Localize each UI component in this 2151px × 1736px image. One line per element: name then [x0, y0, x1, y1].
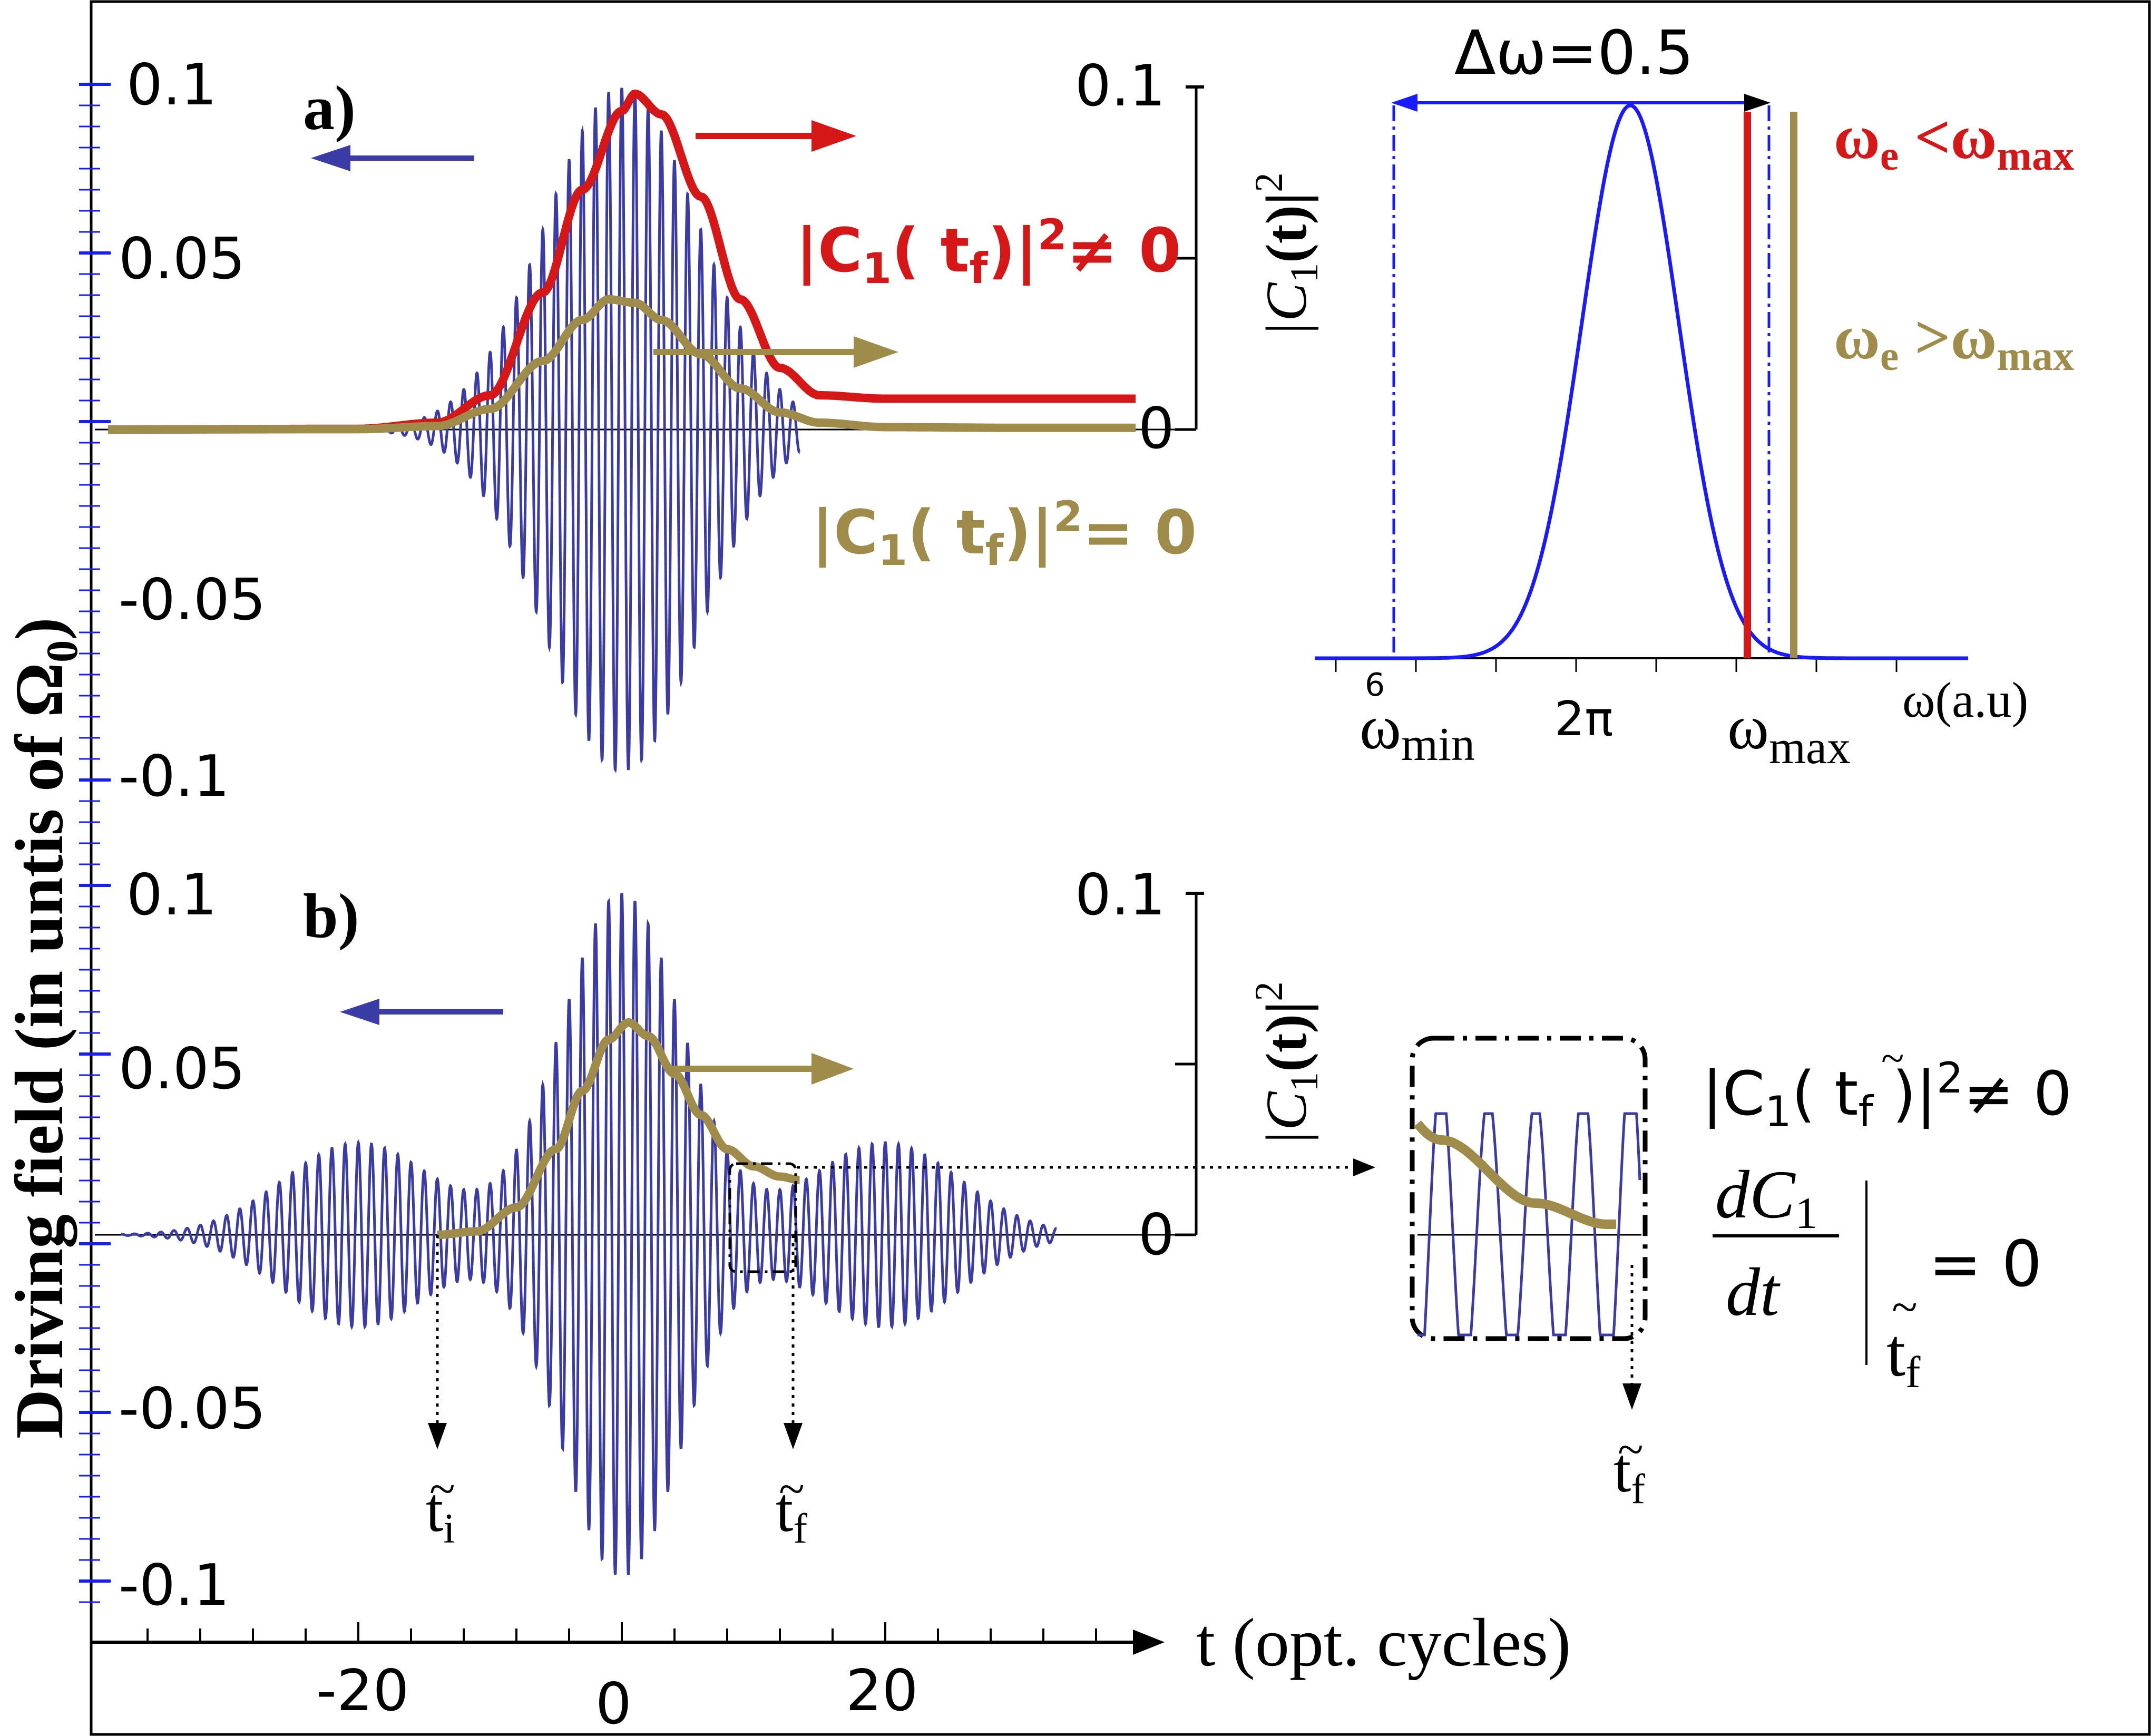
left-ytick-a-0p05: 0.05 — [119, 226, 245, 292]
panel-a-plot — [95, 87, 1196, 773]
panel-b-label: b) — [303, 881, 359, 951]
right-y-axis-b — [1175, 892, 1204, 1236]
zoom-inset: ~ tf — [1410, 1036, 1648, 1513]
right-y-label-b: |C1(t)|2 — [1247, 981, 1326, 1146]
panel-b-zoom-box — [728, 1162, 797, 1273]
derivative-denominator: dt — [1726, 1254, 1781, 1330]
left-ytick-b-0p05: 0.05 — [119, 1036, 245, 1102]
y-axis-label-text: Driving field (in untis of Ω — [2, 662, 77, 1439]
ti-label: ti — [426, 1475, 455, 1552]
panel-b-driving-field — [121, 892, 1057, 1575]
x-axis — [91, 1622, 1165, 1655]
derivative-equals: = 0 — [1929, 1228, 2042, 1301]
panel-b-arrows — [340, 999, 854, 1085]
inset-tf-tilde: ~ — [1618, 1423, 1644, 1476]
spectrum-inset — [1315, 94, 1968, 672]
left-y-minor-ticks — [79, 83, 111, 1603]
tf-tilde: ~ — [779, 1463, 805, 1515]
right-ytick-b-0p1: 0.1 — [1075, 862, 1166, 928]
panel-a-olive-population-curve — [108, 295, 1136, 434]
spectrum-curve — [1315, 103, 1968, 660]
delta-omega-right-head — [1744, 94, 1771, 112]
zoom-inset-field — [1417, 1112, 1641, 1337]
delta-omega-left-head — [1391, 94, 1417, 112]
derivative-at-tilde: ~ — [1892, 1281, 1918, 1333]
spectrum-tick-2pi: 2π — [1554, 691, 1613, 747]
tf-label: tf — [776, 1475, 807, 1552]
right-y-axis-a — [1175, 85, 1204, 431]
ti-tilde: ~ — [429, 1463, 455, 1515]
xtick-m20: -20 — [316, 1658, 409, 1724]
derivative-expression: dC1 dt = 0 ~ tf — [1713, 1157, 2042, 1397]
spectrum-tick-6: 6 — [1365, 667, 1385, 704]
derivative-at-label: tf — [1886, 1315, 1921, 1397]
derivative-numerator: dC1 — [1715, 1157, 1817, 1238]
inset-tf-label: tf — [1614, 1435, 1645, 1513]
omega-min-label: ωmin — [1360, 692, 1475, 771]
panel-b-olive-population-curve — [437, 1018, 800, 1239]
delta-omega-label: Δω=0.5 — [1454, 18, 1694, 89]
left-ytick-a-m0p05: -0.05 — [119, 567, 266, 633]
panel-a-label: a) — [303, 73, 356, 143]
right-y-label-a: |C1(t)|2 — [1247, 172, 1326, 337]
left-ytick-a-m0p1: -0.1 — [119, 744, 230, 810]
left-ytick-a-0p1: 0.1 — [126, 52, 217, 118]
panel-b-plot — [95, 892, 1196, 1575]
panel-a-arrows — [311, 120, 898, 368]
xtick-0: 0 — [595, 1671, 632, 1736]
right-ytick-a-0: 0 — [1138, 396, 1175, 462]
spectrum-x-label: ω(a.u) — [1902, 672, 2028, 728]
legend-omega-e-olive: ωe >ωmax — [1834, 302, 2074, 379]
inset-annotation: |C1( tf )|2≠ 0 — [1702, 1054, 2072, 1136]
zoom-inset-olive-curve — [1414, 1120, 1617, 1229]
omega-max-label: ωmax — [1727, 692, 1851, 774]
legend-omega-e-red: ωe <ωmax — [1834, 102, 2074, 179]
panel-a-red-annotation: |C1( tf)|2≠ 0 — [796, 210, 1181, 293]
panel-a-olive-annotation: |C1( tf)|2= 0 — [811, 492, 1197, 575]
inset-annotation-tilde: ~ — [1881, 1036, 1904, 1082]
left-ytick-b-m0p05: -0.05 — [119, 1376, 266, 1442]
left-ytick-b-m0p1: -0.1 — [119, 1553, 230, 1618]
y-axis-label-sub: 0 — [37, 640, 87, 663]
right-ytick-a-0p1: 0.1 — [1075, 53, 1166, 119]
x-axis-label: t (opt. cycles) — [1196, 1605, 1571, 1681]
y-axis-label: Driving field (in untis of Ω0) — [2, 617, 87, 1439]
right-ytick-b-0: 0 — [1138, 1202, 1175, 1268]
left-ytick-b-0p1: 0.1 — [126, 862, 217, 928]
zoom-inset-frame — [1410, 1036, 1648, 1341]
y-axis-label-close: ) — [2, 617, 77, 640]
xtick-20: 20 — [846, 1658, 918, 1724]
